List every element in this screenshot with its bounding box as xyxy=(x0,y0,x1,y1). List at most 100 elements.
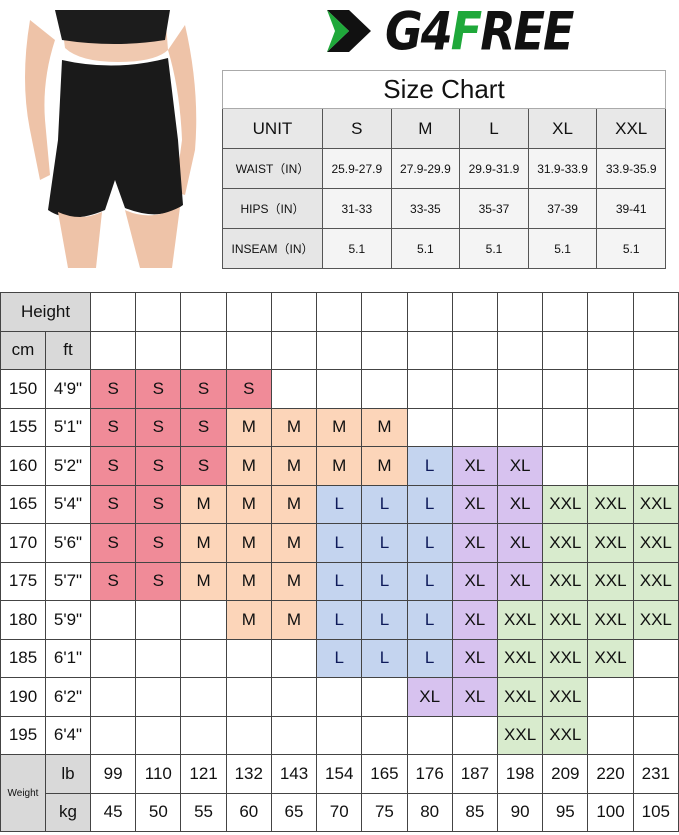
weight-kg: 85 xyxy=(451,792,498,832)
grid-empty-cell xyxy=(406,292,453,332)
weight-lb: 220 xyxy=(587,754,634,794)
height-cm: 195 xyxy=(0,715,46,755)
grid-empty-cell xyxy=(587,677,634,717)
size-cell: XL xyxy=(451,561,498,601)
size-cell: M xyxy=(270,407,318,447)
size-cell: M xyxy=(270,561,318,601)
size-cell: M xyxy=(180,523,227,563)
grid-empty-cell xyxy=(632,369,679,409)
size-cell: L xyxy=(406,638,453,678)
grid-empty-cell xyxy=(361,330,408,370)
size-cell: XXL xyxy=(542,600,589,640)
weight-kg: 70 xyxy=(316,792,363,832)
weight-lb: 209 xyxy=(542,754,589,794)
grid-empty-cell xyxy=(316,369,363,409)
size-cell: XXL xyxy=(542,677,589,717)
grid-empty-cell xyxy=(225,715,272,755)
height-row: 175 5'7" S S M M M L L L XL XL XXL XXL XXL xyxy=(0,561,679,601)
grid-empty-cell xyxy=(406,715,453,755)
size-cell: XL xyxy=(451,446,498,486)
size-chart-cell: 27.9-29.9 xyxy=(390,148,461,189)
grid-empty-cell xyxy=(270,715,318,755)
grid-empty-cell xyxy=(587,292,634,332)
size-cell: L xyxy=(316,600,363,640)
grid-empty-cell xyxy=(632,292,679,332)
weight-lb: 110 xyxy=(135,754,182,794)
weight-kg: 55 xyxy=(180,792,227,832)
height-cm: 190 xyxy=(0,677,46,717)
weight-lb: 143 xyxy=(270,754,318,794)
size-cell: XL xyxy=(496,446,544,486)
weight-lb: 121 xyxy=(180,754,227,794)
size-cell: XXL xyxy=(542,484,589,524)
grid-empty-cell xyxy=(542,369,589,409)
size-chart-table: Size Chart UNIT S M L XL XXL WAIST（IN） 25.9-27… xyxy=(222,70,666,269)
size-chart-row: HIPS（IN） 31-33 33-35 35-37 37-39 39-41 xyxy=(222,188,666,229)
size-cell: XXL xyxy=(587,523,634,563)
size-cell: XXL xyxy=(496,600,544,640)
grid-empty-cell xyxy=(496,330,544,370)
height-ft: 5'2" xyxy=(44,446,92,486)
weight-lb: 231 xyxy=(632,754,679,794)
size-cell: XL xyxy=(496,561,544,601)
height-row: 195 6'4" XXL XXL xyxy=(0,715,679,755)
size-cell: XXL xyxy=(542,561,589,601)
grid-empty-cell xyxy=(632,446,679,486)
height-cm: 185 xyxy=(0,638,46,678)
grid-empty-cell xyxy=(632,407,679,447)
grid-empty-cell xyxy=(135,330,182,370)
size-chart-cell: 5.1 xyxy=(596,228,666,269)
height-ft: 5'4" xyxy=(44,484,92,524)
weight-lb: 132 xyxy=(225,754,272,794)
size-cell: XXL xyxy=(542,715,589,755)
kg-header: kg xyxy=(44,792,92,832)
size-cell: XL xyxy=(496,523,544,563)
size-cell: XL xyxy=(451,600,498,640)
size-cell: S xyxy=(180,446,227,486)
size-cell: XXL xyxy=(632,561,679,601)
size-cell: S xyxy=(180,407,227,447)
size-chart-cell: 25.9-27.9 xyxy=(322,148,392,189)
grid-empty-cell xyxy=(180,292,227,332)
size-cell: M xyxy=(180,484,227,524)
size-chart-cell: 5.1 xyxy=(459,228,529,269)
height-row: 190 6'2" XL XL XXL XXL xyxy=(0,677,679,717)
grid-empty-cell xyxy=(316,330,363,370)
weight-kg: 80 xyxy=(406,792,453,832)
size-chart-cell: 33-35 xyxy=(390,188,461,229)
size-cell: S xyxy=(135,407,182,447)
grid-empty-cell xyxy=(451,330,498,370)
weight-lb: 176 xyxy=(406,754,453,794)
grid-empty-cell xyxy=(90,715,137,755)
weight-lb: 198 xyxy=(496,754,544,794)
size-cell: L xyxy=(316,561,363,601)
height-ft: 6'1" xyxy=(44,638,92,678)
size-cell: M xyxy=(270,484,318,524)
size-cell: S xyxy=(135,446,182,486)
size-chart-header-cell: XL xyxy=(527,108,598,149)
grid-empty-cell xyxy=(135,677,182,717)
weight-kg: 105 xyxy=(632,792,679,832)
grid-empty-cell xyxy=(451,292,498,332)
weight-lb: 187 xyxy=(451,754,498,794)
size-cell: M xyxy=(361,407,408,447)
grid-empty-cell xyxy=(135,638,182,678)
size-cell: XXL xyxy=(632,600,679,640)
height-header: Height xyxy=(0,292,92,332)
grid-empty-cell xyxy=(225,638,272,678)
size-chart-cell: 5.1 xyxy=(390,228,461,269)
weight-lb: 165 xyxy=(361,754,408,794)
weight-lb: 99 xyxy=(90,754,137,794)
size-cell: XXL xyxy=(542,523,589,563)
size-chart-header-cell: S xyxy=(322,108,392,149)
grid-empty-cell xyxy=(587,446,634,486)
height-cm: 155 xyxy=(0,407,46,447)
grid-empty-cell xyxy=(542,446,589,486)
height-ft: 4'9" xyxy=(44,369,92,409)
height-ft: 5'6" xyxy=(44,523,92,563)
size-chart-cell: 5.1 xyxy=(527,228,598,269)
logo-text: G4FREE xyxy=(385,0,574,63)
weight-kg: 75 xyxy=(361,792,408,832)
size-cell: S xyxy=(135,561,182,601)
size-cell: S xyxy=(135,369,182,409)
